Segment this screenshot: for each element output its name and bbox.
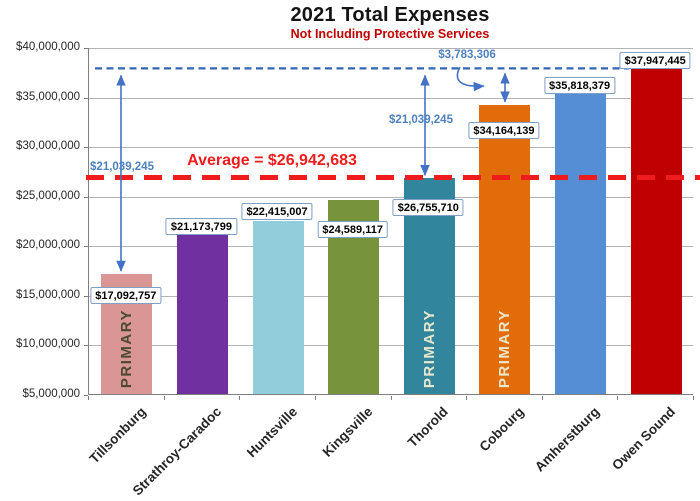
x-axis-tick [466,396,468,400]
x-axis-label-amherstburg: Amherstburg [531,404,603,475]
bar-tag-primary: PRIMARY [420,308,438,388]
annotation-thorold-gap: $21,039,245 [389,114,453,126]
x-axis-label-owen-sound: Owen Sound [608,404,678,473]
x-axis-tick [541,396,543,400]
gridline [89,295,693,297]
value-label-owen-sound: $37,947,445 [619,52,691,70]
x-axis-label-tillsonburg: Tillsonburg [86,404,149,467]
y-axis-label: $35,000,000 [16,90,80,103]
annotation-cobourg-gap: $3,783,306 [438,49,496,61]
bar-tag-primary: PRIMARY [118,308,136,388]
y-axis-label: $15,000,000 [16,288,80,301]
x-axis-tick [239,396,241,400]
y-axis-tick [84,48,88,49]
gridline [89,48,693,49]
y-axis-tick [84,246,88,248]
value-label-cobourg: $34,164,139 [468,121,540,139]
gridline [89,196,693,198]
value-label-huntsville: $22,415,007 [241,203,313,221]
y-axis-label: $30,000,000 [16,140,80,153]
y-axis-tick [84,395,88,396]
bar-tag-wrap: PRIMARY [101,309,152,388]
x-axis-label-cobourg: Cobourg [476,404,527,455]
x-axis-label-thorold: Thorold [404,404,451,451]
value-label-strathroy-caradoc: $21,173,799 [165,217,238,235]
y-axis-label: $40,000,000 [16,41,80,53]
bar-strathroy-caradoc [176,233,228,394]
y-axis-label: $20,000,000 [16,239,80,252]
value-label-tillsonburg: $17,092,757 [90,287,162,305]
y-axis-tick [84,147,88,149]
bar-owen-sound [630,67,682,394]
x-axis-tick [314,396,316,400]
bar-amherstburg [555,88,607,394]
gridline [89,147,693,149]
y-axis-tick [84,345,88,347]
gridline [89,246,693,248]
value-label-amherstburg: $35,818,379 [543,77,616,95]
y-axis-tick [84,196,88,198]
x-axis-tick [693,396,694,400]
gridline [89,345,693,347]
value-label-thorold: $26,755,710 [392,199,464,217]
bar-huntsville [252,221,304,394]
bar-tag-wrap: PRIMARY [404,309,455,388]
x-axis-tick [163,396,165,400]
x-axis-tick [617,396,619,400]
value-label-kingsville: $24,589,117 [317,220,388,238]
x-axis-tick [88,396,89,400]
annotation-tillsonburg-gap: $21,039,245 [90,161,154,173]
bar-cobourg: PRIMARY [479,104,531,394]
y-axis-label: $10,000,000 [16,338,80,351]
bar-tag-wrap: PRIMARY [479,309,530,388]
x-axis-label-huntsville: Huntsville [243,404,300,461]
y-axis-tick [84,97,88,99]
chart-title: 2021 Total Expenses [290,4,490,26]
y-axis-label: $25,000,000 [16,189,80,202]
chart-subtitle: Not Including Protective Services [290,27,490,41]
x-axis-tick [390,396,392,400]
y-axis-tick [84,295,88,297]
average-label: Average = $26,942,683 [187,152,357,169]
y-axis-label: $5,000,000 [22,388,80,400]
gridline [89,97,693,99]
x-axis-label-kingsville: Kingsville [319,404,376,460]
bar-tag-primary: PRIMARY [496,308,514,388]
